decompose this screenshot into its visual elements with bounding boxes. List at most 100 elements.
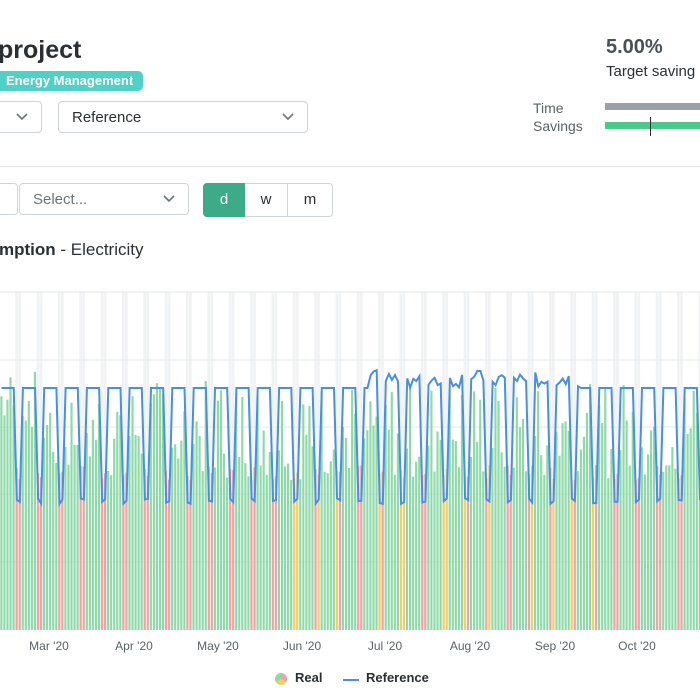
target-saving-value: 5.00% bbox=[606, 36, 663, 58]
real-bar bbox=[500, 452, 503, 630]
real-bar bbox=[97, 404, 101, 630]
real-bar bbox=[55, 463, 58, 630]
real-bar bbox=[100, 478, 104, 630]
real-bar bbox=[30, 427, 33, 630]
target-saving-label: Target saving bbox=[606, 63, 696, 80]
real-bar bbox=[561, 423, 564, 630]
real-bar bbox=[195, 421, 198, 630]
real-bar bbox=[555, 431, 558, 630]
real-bar bbox=[671, 447, 674, 630]
real-bar bbox=[515, 397, 518, 630]
real-bar bbox=[213, 467, 216, 630]
weekend-band bbox=[146, 292, 150, 630]
real-bar bbox=[393, 474, 396, 630]
reference-line bbox=[1, 368, 700, 508]
weekend-band bbox=[488, 292, 491, 630]
real-bar bbox=[613, 479, 616, 630]
real-bar bbox=[415, 461, 418, 630]
real-bar bbox=[543, 474, 546, 630]
real-bar bbox=[131, 396, 134, 630]
granularity-month-button[interactable]: m bbox=[287, 183, 333, 217]
real-bar bbox=[152, 394, 155, 630]
real-bar bbox=[0, 396, 3, 630]
real-bar bbox=[625, 420, 628, 630]
real-bar bbox=[180, 440, 183, 630]
real-bar bbox=[573, 479, 576, 630]
weekend-band bbox=[253, 292, 256, 630]
real-bar bbox=[637, 478, 640, 630]
real-bar bbox=[616, 474, 619, 630]
legend-reference[interactable]: Reference bbox=[366, 670, 429, 685]
real-bar bbox=[18, 478, 21, 630]
real-bar bbox=[460, 394, 463, 630]
real-bar bbox=[677, 478, 680, 630]
weekend-band bbox=[466, 292, 470, 630]
real-bar bbox=[207, 466, 210, 630]
x-tick-label: Jul '20 bbox=[368, 639, 403, 653]
real-bar bbox=[326, 473, 329, 630]
consumption-chart[interactable]: Mar '20 Apr '20 May '20 Jun '20 Jul '20 Aug '… bbox=[0, 280, 700, 660]
real-bar bbox=[314, 469, 317, 630]
weekend-band bbox=[402, 292, 406, 630]
savings-target-marker bbox=[650, 117, 651, 136]
period-select[interactable]: Select... bbox=[19, 183, 189, 215]
real-bar bbox=[436, 431, 439, 630]
real-bar bbox=[387, 429, 390, 630]
real-bar bbox=[357, 466, 360, 630]
real-bar bbox=[424, 474, 427, 630]
real-bar bbox=[698, 468, 700, 630]
real-bar bbox=[238, 457, 241, 630]
weekend-band bbox=[167, 292, 171, 630]
x-tick-label: Mar '20 bbox=[29, 639, 69, 653]
granularity-week-button[interactable]: w bbox=[245, 183, 288, 217]
real-bar bbox=[192, 444, 195, 630]
real-bar bbox=[454, 441, 457, 630]
weekend-band bbox=[680, 292, 683, 630]
real-bar bbox=[149, 403, 152, 630]
real-bar bbox=[104, 473, 107, 630]
real-bar bbox=[76, 445, 79, 630]
period-select-placeholder: Select... bbox=[33, 191, 88, 208]
real-bar bbox=[204, 380, 207, 630]
real-bar bbox=[27, 400, 30, 630]
x-tick-label: Sep '20 bbox=[535, 639, 576, 653]
savings-progress-bar bbox=[605, 122, 700, 129]
real-bar bbox=[497, 401, 500, 630]
reference-select-value: Reference bbox=[72, 109, 142, 126]
weekend-band bbox=[573, 292, 577, 630]
real-bar bbox=[348, 468, 351, 630]
real-bar bbox=[369, 401, 372, 630]
x-tick-label: Oct '20 bbox=[618, 639, 656, 653]
real-bar bbox=[674, 468, 677, 630]
real-bar bbox=[143, 468, 146, 630]
real-bar bbox=[360, 465, 363, 630]
real-bar bbox=[43, 438, 46, 630]
real-bar bbox=[451, 439, 454, 630]
real-bar bbox=[476, 441, 479, 630]
weekend-band bbox=[616, 292, 619, 630]
real-bar bbox=[412, 476, 415, 630]
real-bar bbox=[473, 391, 476, 630]
real-bar bbox=[125, 472, 128, 630]
legend-real[interactable]: Real bbox=[295, 670, 323, 685]
real-bar bbox=[296, 472, 299, 630]
real-bar bbox=[598, 404, 601, 630]
real-bar bbox=[15, 468, 18, 630]
real-bar bbox=[174, 444, 177, 630]
real-bar bbox=[524, 471, 528, 630]
reference-select[interactable]: Reference bbox=[58, 101, 308, 133]
real-bar bbox=[268, 452, 271, 630]
real-bar bbox=[39, 477, 43, 630]
real-bar bbox=[137, 436, 140, 630]
reference-legend-icon bbox=[343, 679, 359, 681]
granularity-day-button[interactable]: d bbox=[203, 183, 245, 217]
real-bar bbox=[189, 479, 192, 630]
first-select[interactable] bbox=[0, 101, 42, 133]
real-bar bbox=[567, 430, 570, 630]
partial-select[interactable]: 0 bbox=[0, 183, 18, 215]
real-bar bbox=[549, 467, 552, 630]
real-bar bbox=[171, 447, 174, 630]
chevron-down-icon bbox=[282, 113, 294, 121]
real-bar bbox=[58, 473, 61, 630]
real-bar bbox=[277, 450, 280, 630]
